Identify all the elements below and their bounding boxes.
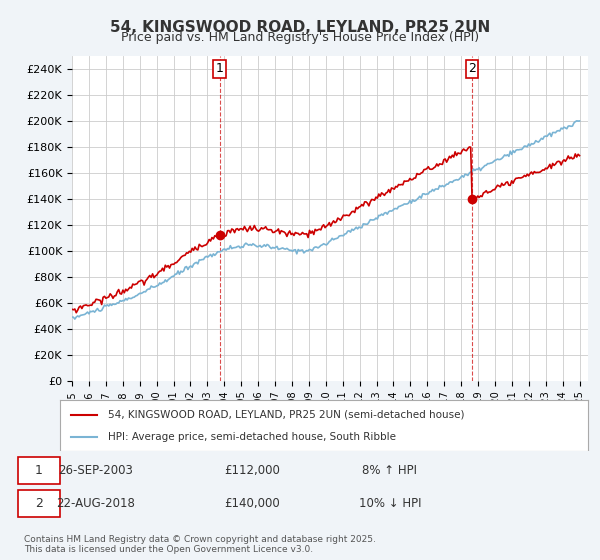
Text: Price paid vs. HM Land Registry's House Price Index (HPI): Price paid vs. HM Land Registry's House …	[121, 31, 479, 44]
Text: 2: 2	[35, 497, 43, 510]
Text: £112,000: £112,000	[224, 464, 280, 477]
Text: 1: 1	[216, 63, 224, 76]
Text: HPI: Average price, semi-detached house, South Ribble: HPI: Average price, semi-detached house,…	[107, 432, 395, 442]
Text: 10% ↓ HPI: 10% ↓ HPI	[359, 497, 421, 510]
Text: 22-AUG-2018: 22-AUG-2018	[56, 497, 136, 510]
FancyBboxPatch shape	[18, 490, 60, 516]
Text: Contains HM Land Registry data © Crown copyright and database right 2025.
This d: Contains HM Land Registry data © Crown c…	[24, 535, 376, 554]
Text: 2: 2	[468, 63, 476, 76]
Text: 1: 1	[35, 464, 43, 477]
Text: 54, KINGSWOOD ROAD, LEYLAND, PR25 2UN: 54, KINGSWOOD ROAD, LEYLAND, PR25 2UN	[110, 20, 490, 35]
Text: 26-SEP-2003: 26-SEP-2003	[59, 464, 133, 477]
Text: £140,000: £140,000	[224, 497, 280, 510]
FancyBboxPatch shape	[18, 457, 60, 484]
Text: 8% ↑ HPI: 8% ↑ HPI	[362, 464, 418, 477]
Text: 54, KINGSWOOD ROAD, LEYLAND, PR25 2UN (semi-detached house): 54, KINGSWOOD ROAD, LEYLAND, PR25 2UN (s…	[107, 409, 464, 419]
